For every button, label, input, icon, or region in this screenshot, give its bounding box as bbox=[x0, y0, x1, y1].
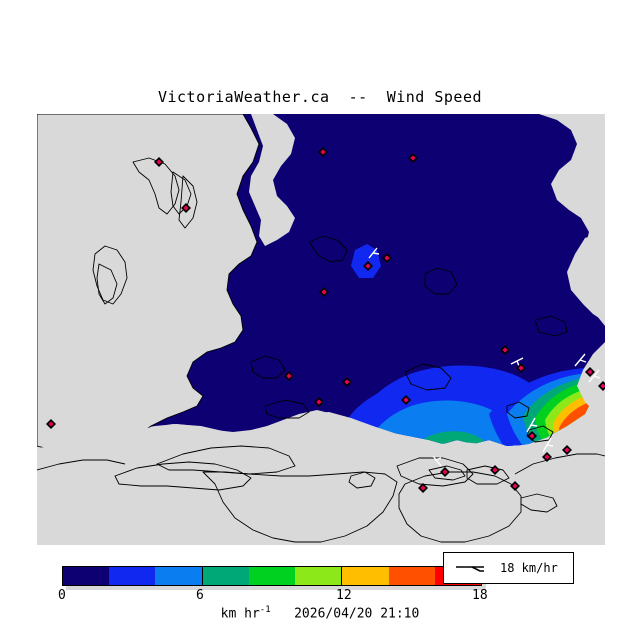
land-north-wedge bbox=[249, 114, 295, 246]
coastline-peninsula-east bbox=[398, 471, 522, 543]
wind-barb-icon-ne-b bbox=[588, 369, 601, 383]
station-marker[interactable] bbox=[510, 481, 520, 491]
wind-barb-icon-north bbox=[510, 357, 524, 367]
wind-barbs bbox=[368, 247, 601, 467]
wind-barb-legend-label: 18 km/hr bbox=[500, 561, 558, 575]
wind-barb-legend: 18 km/hr bbox=[443, 552, 574, 584]
coastline-inlet-north bbox=[308, 235, 348, 263]
station-marker[interactable] bbox=[318, 147, 328, 157]
coastline-peninsula-west bbox=[37, 459, 126, 471]
coastline-peninsula-small-bay bbox=[520, 493, 558, 513]
field-level-4-6-west bbox=[367, 400, 522, 446]
coastline-peninsula-main bbox=[202, 471, 398, 543]
colorbar-tick-12: 12 bbox=[336, 588, 352, 603]
station-marker[interactable] bbox=[342, 377, 352, 387]
colorbar-units-exponent: -1 bbox=[259, 605, 271, 615]
station-marker[interactable] bbox=[382, 253, 392, 263]
colorbar-tick-0: 0 bbox=[58, 588, 66, 603]
station-marker[interactable] bbox=[516, 363, 526, 373]
station-marker[interactable] bbox=[585, 367, 595, 377]
coastline-peninsula-bay bbox=[156, 445, 296, 475]
coastline-island-ne bbox=[534, 315, 568, 337]
station-marker[interactable] bbox=[181, 203, 191, 213]
station-marker[interactable] bbox=[46, 419, 56, 429]
colorbar-tick-6: 6 bbox=[196, 588, 204, 603]
coastline-island-centre-n bbox=[404, 363, 452, 391]
wind-speed-map[interactable] bbox=[37, 114, 605, 545]
coastline-island-centre bbox=[396, 457, 474, 487]
coastline-island-c bbox=[178, 175, 198, 229]
colorbar-segment-0 bbox=[63, 567, 110, 585]
station-marker[interactable] bbox=[314, 397, 324, 407]
coastline-peninsula-north bbox=[114, 461, 252, 491]
station-marker[interactable] bbox=[408, 153, 418, 163]
coastline-peninsula-ne bbox=[514, 453, 605, 475]
wind-barb-icon-east-b bbox=[542, 437, 554, 453]
coastline-island-east bbox=[506, 401, 530, 419]
station-marker[interactable] bbox=[542, 452, 552, 462]
land-eastern-inlet bbox=[577, 342, 605, 420]
land-mainland-upper bbox=[539, 114, 605, 326]
wind-barb-icon-east-a bbox=[526, 417, 538, 433]
station-marker[interactable] bbox=[363, 261, 373, 271]
station-marker[interactable] bbox=[154, 157, 164, 167]
station-marker[interactable] bbox=[562, 445, 572, 455]
coastline-inlet-northeast bbox=[424, 267, 458, 295]
colorbar-segment-5 bbox=[295, 567, 343, 585]
colorbar-timestamp: 2026/04/20 21:10 bbox=[294, 606, 420, 622]
station-marker[interactable] bbox=[500, 345, 510, 355]
station-marker[interactable] bbox=[598, 381, 605, 391]
station-marker[interactable] bbox=[418, 483, 428, 493]
coastline-small-island-west bbox=[250, 355, 286, 379]
station-marker[interactable] bbox=[401, 395, 411, 405]
colorbar-segment-3 bbox=[202, 567, 249, 585]
wind-barb-icon-ne bbox=[574, 353, 587, 367]
station-marker[interactable] bbox=[319, 287, 329, 297]
coastline-small-island-sw bbox=[264, 399, 310, 419]
station-marker[interactable] bbox=[440, 467, 450, 477]
colorbar-caption: km hr-1 2026/04/20 21:10 bbox=[0, 605, 640, 621]
wind-barb-icon-centre bbox=[432, 455, 442, 467]
colorbar-tick-18: 18 bbox=[472, 588, 488, 603]
station-marker[interactable] bbox=[490, 465, 500, 475]
page-title: VictoriaWeather.ca -- Wind Speed bbox=[157, 88, 483, 106]
coastline-island-e bbox=[96, 263, 118, 305]
coastline-island-d bbox=[92, 245, 128, 305]
station-markers[interactable] bbox=[46, 147, 605, 493]
wind-barb-icon-inlet bbox=[368, 247, 380, 259]
colorbar-segments bbox=[62, 566, 482, 586]
map-canvas bbox=[37, 114, 605, 545]
colorbar-segment-7 bbox=[388, 567, 435, 585]
coastline-island-centre-b bbox=[428, 465, 466, 481]
colorbar bbox=[62, 566, 486, 590]
coastline-island-centre-c bbox=[466, 465, 510, 485]
station-marker[interactable] bbox=[284, 371, 294, 381]
wind-barb-icon bbox=[456, 566, 484, 572]
colorbar-segment-2 bbox=[155, 567, 203, 585]
station-marker[interactable] bbox=[527, 431, 537, 441]
colorbar-units: km hr bbox=[220, 606, 260, 622]
colorbar-segment-6 bbox=[342, 567, 389, 585]
colorbar-segment-4 bbox=[248, 567, 296, 585]
colorbar-segment-1 bbox=[109, 567, 156, 585]
